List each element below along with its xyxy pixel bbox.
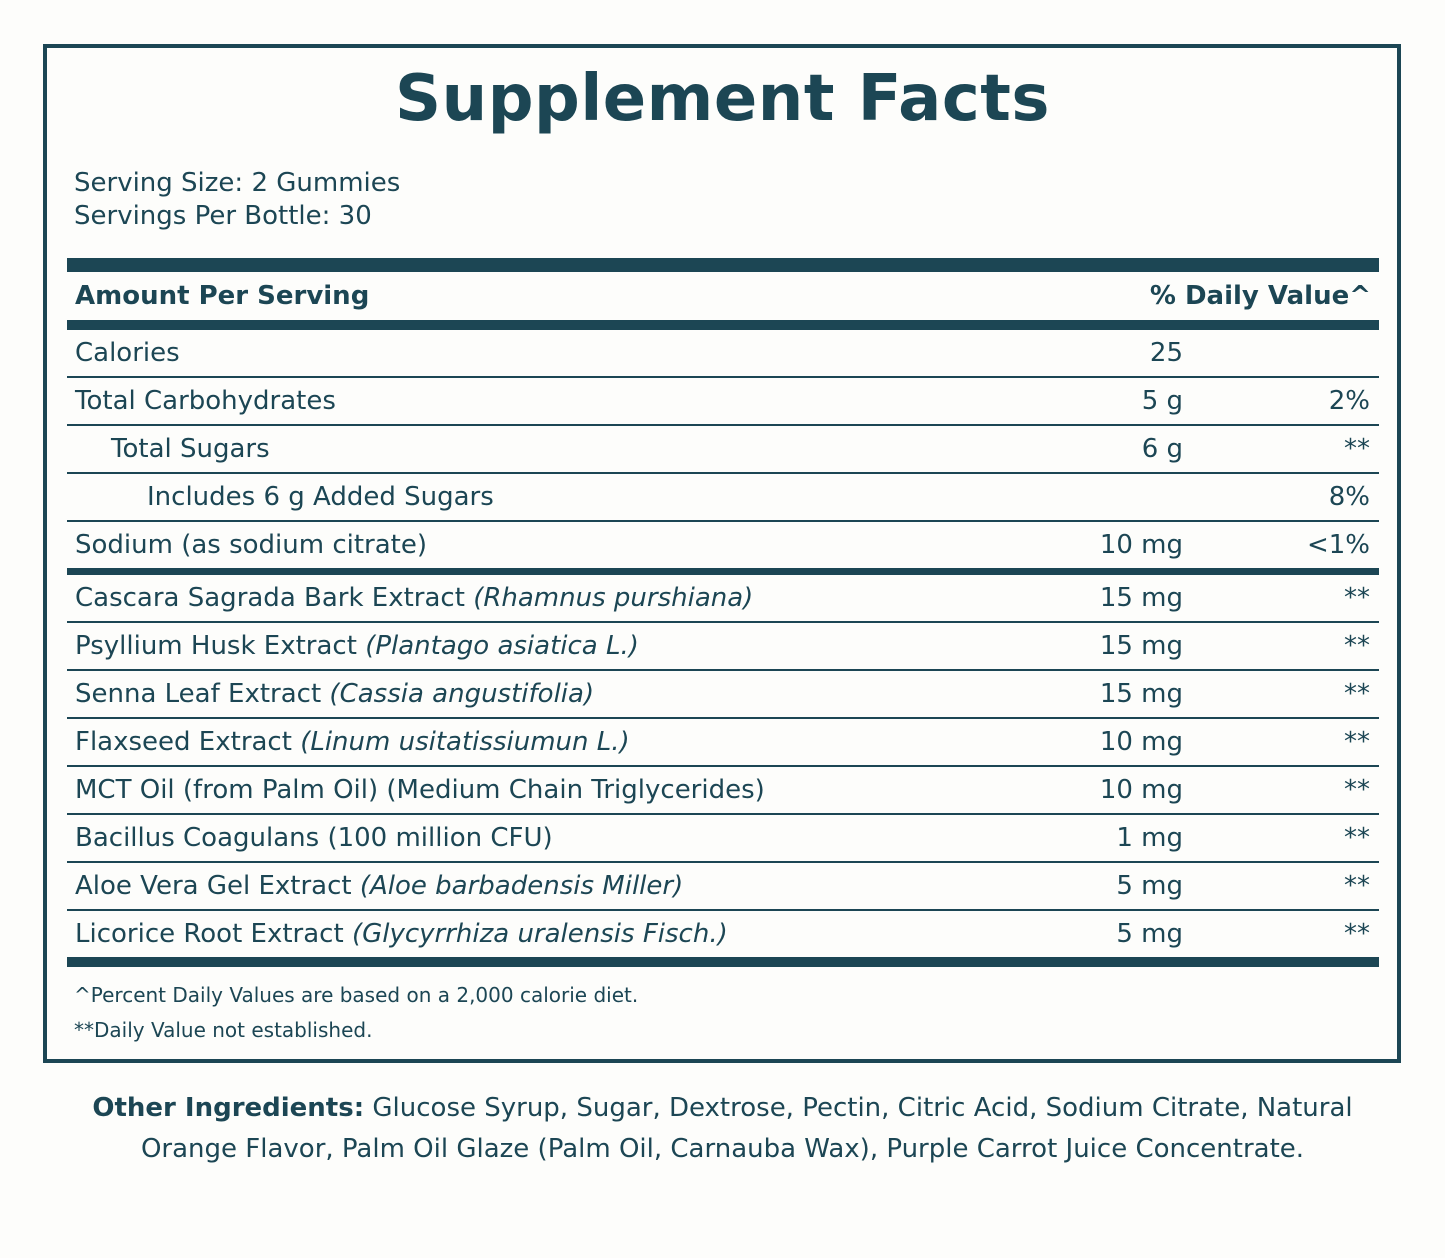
row-amount: 6 g: [1141, 434, 1183, 464]
row-amount: 10 mg: [1099, 775, 1183, 805]
table-row: Senna Leaf Extract (Cassia angustifolia)…: [67, 671, 1379, 719]
daily-value-heading: % Daily Value^: [1149, 281, 1371, 311]
row-amount: 15 mg: [1099, 631, 1183, 661]
row-daily-value: **: [1344, 871, 1370, 901]
row-label: Total Sugars: [111, 434, 270, 464]
row-name: Senna Leaf Extract (Cassia angustifolia): [75, 679, 594, 709]
row-daily-value: **: [1344, 775, 1370, 805]
row-amount: 5 mg: [1116, 919, 1183, 949]
table-row: Includes 6 g Added Sugars 8%: [67, 474, 1379, 522]
ingredient-rows: Cascara Sagrada Bark Extract (Rhamnus pu…: [67, 575, 1379, 957]
row-daily-value: **: [1344, 823, 1370, 853]
row-label: Licorice Root Extract: [75, 919, 344, 949]
table-row: Sodium (as sodium citrate) 10 mg <1%: [67, 522, 1379, 568]
row-daily-value: <1%: [1306, 530, 1370, 560]
row-label: Senna Leaf Extract: [75, 679, 322, 709]
row-name: Cascara Sagrada Bark Extract (Rhamnus pu…: [75, 583, 753, 613]
row-latin-name: (Linum usitatissiumun L.): [300, 727, 630, 757]
facts-table: Amount Per Serving % Daily Value^ Calori…: [67, 258, 1379, 967]
row-daily-value: **: [1344, 727, 1370, 757]
other-ingredients: Other Ingredients: Glucose Syrup, Sugar,…: [70, 1088, 1375, 1170]
row-name: Sodium (as sodium citrate): [75, 530, 427, 560]
footnote-dv: ^Percent Daily Values are based on a 2,0…: [74, 983, 639, 1007]
row-amount: 10 mg: [1099, 530, 1183, 560]
servings-per-bottle: Servings Per Bottle: 30: [74, 201, 372, 231]
row-name: Total Sugars: [111, 434, 270, 464]
serving-size: Serving Size: 2 Gummies: [74, 168, 401, 198]
row-label: Psyllium Husk Extract: [75, 631, 357, 661]
table-row: Calories 25: [67, 330, 1379, 378]
row-name: Bacillus Coagulans (100 million CFU): [75, 823, 553, 853]
row-daily-value: **: [1344, 679, 1370, 709]
row-amount: 25: [1149, 338, 1183, 368]
row-name: Aloe Vera Gel Extract (Aloe barbadensis …: [75, 871, 683, 901]
row-daily-value: 8%: [1328, 482, 1370, 512]
row-daily-value: 2%: [1328, 386, 1370, 416]
row-amount: 5 mg: [1116, 871, 1183, 901]
divider-thick: [67, 258, 1379, 272]
table-row: Licorice Root Extract (Glycyrrhiza urale…: [67, 911, 1379, 957]
row-label: Includes 6 g Added Sugars: [147, 482, 494, 512]
row-amount: 5 g: [1141, 386, 1183, 416]
row-label: Bacillus Coagulans (100 million CFU): [75, 823, 553, 853]
row-name: Flaxseed Extract (Linum usitatissiumun L…: [75, 727, 630, 757]
nutrient-rows: Calories 25 Total Carbohydrates 5 g 2% Total …: [67, 330, 1379, 568]
table-row: Psyllium Husk Extract (Plantago asiatica…: [67, 623, 1379, 671]
divider-medium: [67, 320, 1379, 330]
row-label: Calories: [75, 338, 180, 368]
divider-medium: [67, 957, 1379, 967]
other-ingredients-text: Glucose Syrup, Sugar, Dextrose, Pectin, …: [140, 1093, 1353, 1164]
row-amount: 10 mg: [1099, 727, 1183, 757]
row-label: Cascara Sagrada Bark Extract: [75, 583, 465, 613]
row-name: Licorice Root Extract (Glycyrrhiza urale…: [75, 919, 728, 949]
row-label: Aloe Vera Gel Extract: [75, 871, 352, 901]
row-daily-value: **: [1344, 919, 1370, 949]
row-name: Total Carbohydrates: [75, 386, 336, 416]
row-latin-name: (Cassia angustifolia): [329, 679, 595, 709]
row-label: Total Carbohydrates: [75, 386, 336, 416]
row-name: Psyllium Husk Extract (Plantago asiatica…: [75, 631, 639, 661]
divider-small: [67, 568, 1379, 575]
row-daily-value: **: [1344, 434, 1370, 464]
row-label: Sodium (as sodium citrate): [75, 530, 428, 560]
row-label: Flaxseed Extract: [75, 727, 292, 757]
row-latin-name: (Aloe barbadensis Miller): [359, 871, 684, 901]
supplement-facts-panel: [43, 44, 1401, 1063]
table-header: Amount Per Serving % Daily Value^: [67, 272, 1379, 320]
table-row: Flaxseed Extract (Linum usitatissiumun L…: [67, 719, 1379, 767]
row-name: MCT Oil (from Palm Oil) (Medium Chain Tr…: [75, 775, 765, 805]
row-name: Calories: [75, 338, 180, 368]
row-daily-value: **: [1344, 583, 1370, 613]
other-ingredients-label: Other Ingredients:: [92, 1093, 365, 1123]
table-row: Cascara Sagrada Bark Extract (Rhamnus pu…: [67, 575, 1379, 623]
table-row: Bacillus Coagulans (100 million CFU) 1 mg…: [67, 815, 1379, 863]
row-amount: 1 mg: [1116, 823, 1183, 853]
row-latin-name: (Rhamnus purshiana): [473, 583, 754, 613]
row-latin-name: (Plantago asiatica L.): [365, 631, 639, 661]
amount-per-serving-heading: Amount Per Serving: [75, 281, 370, 311]
table-row: Total Carbohydrates 5 g 2%: [67, 378, 1379, 426]
row-daily-value: **: [1344, 631, 1370, 661]
row-amount: 15 mg: [1099, 583, 1183, 613]
panel-title: Supplement Facts: [395, 62, 1050, 136]
row-amount: 15 mg: [1099, 679, 1183, 709]
row-name: Includes 6 g Added Sugars: [147, 482, 494, 512]
table-row: Aloe Vera Gel Extract (Aloe barbadensis …: [67, 863, 1379, 911]
table-row: MCT Oil (from Palm Oil) (Medium Chain Tr…: [67, 767, 1379, 815]
row-latin-name: (Glycyrrhiza uralensis Fisch.): [351, 919, 728, 949]
footnote-not-established: **Daily Value not established.: [74, 1018, 373, 1042]
row-label: MCT Oil (from Palm Oil) (Medium Chain Tr…: [75, 775, 765, 805]
table-row: Total Sugars 6 g **: [67, 426, 1379, 474]
